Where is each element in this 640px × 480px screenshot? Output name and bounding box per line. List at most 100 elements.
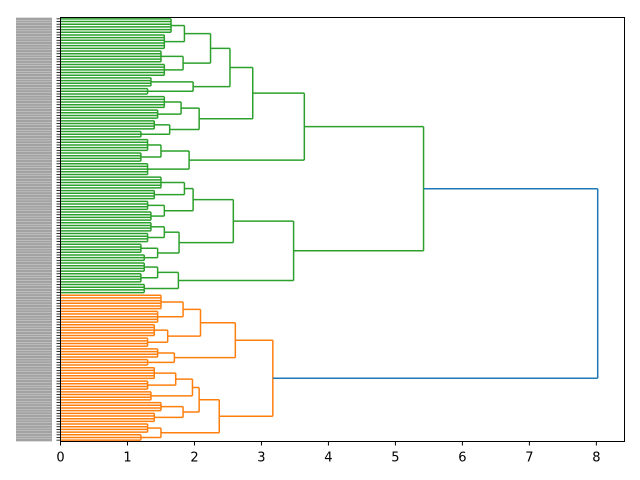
leaf-label	[16, 264, 52, 267]
leaf-label	[16, 237, 52, 241]
leaf-label	[16, 377, 52, 380]
leaf-label	[16, 31, 52, 34]
leaf-label	[16, 184, 52, 187]
leaf-label	[16, 269, 52, 273]
leaf-label	[16, 243, 52, 246]
leaf-label	[16, 192, 52, 195]
leaf-label	[16, 320, 52, 324]
leaf-label	[16, 205, 52, 208]
leaf-label	[16, 44, 52, 47]
leaf-label	[16, 425, 52, 428]
leaf-label	[16, 71, 52, 74]
leaf-label	[16, 127, 52, 131]
leaf-label	[16, 361, 52, 364]
leaf-label	[16, 167, 52, 171]
leaf-label-ticks	[16, 17, 61, 442]
leaf-label	[16, 157, 52, 160]
leaf-label	[16, 433, 52, 436]
leaf-label	[16, 331, 52, 335]
leaf-label	[16, 175, 52, 179]
leaf-label	[16, 358, 52, 361]
leaf-label	[16, 173, 52, 176]
leaf-label	[16, 226, 52, 230]
leaf-label	[16, 240, 52, 243]
leaf-label	[16, 304, 52, 308]
leaf-label	[16, 68, 52, 72]
leaf-label	[16, 162, 52, 165]
leaf-label	[16, 116, 52, 120]
leaf-label	[16, 197, 52, 200]
leaf-label	[16, 119, 52, 123]
leaf-label	[16, 336, 52, 340]
leaf-label	[16, 401, 52, 404]
leaf-label	[16, 261, 52, 265]
leaf-label	[16, 76, 52, 80]
leaf-label	[16, 248, 52, 251]
leaf-label	[16, 41, 52, 45]
leaf-label	[16, 291, 52, 294]
x-tick-label: 1	[123, 451, 131, 466]
leaf-label	[16, 87, 52, 90]
leaf-label	[16, 339, 52, 343]
leaf-label	[16, 345, 52, 348]
leaf-label	[16, 420, 52, 423]
x-tick-label: 5	[391, 451, 399, 466]
leaf-label	[16, 404, 52, 407]
leaf-label	[16, 353, 52, 356]
leaf-label	[16, 92, 52, 96]
leaf-label	[16, 387, 52, 391]
leaf-label	[16, 272, 52, 275]
leaf-label	[16, 189, 52, 192]
leaf-label	[16, 130, 52, 133]
plot-frame	[60, 17, 625, 442]
leaf-label	[16, 23, 52, 26]
leaf-label	[16, 178, 52, 182]
leaf-label	[16, 369, 52, 372]
leaf-label	[16, 275, 52, 278]
leaf-label	[16, 259, 52, 262]
leaf-label	[16, 55, 52, 58]
leaf-label	[16, 350, 52, 353]
leaf-label	[16, 39, 52, 42]
x-tick-label: 6	[458, 451, 466, 466]
leaf-label	[16, 310, 52, 313]
leaf-label	[16, 143, 52, 147]
leaf-label	[16, 235, 52, 238]
x-tick-label: 3	[257, 451, 265, 466]
leaf-label	[16, 186, 52, 190]
leaf-label	[16, 218, 52, 222]
leaf-label	[16, 334, 52, 337]
x-tick-label: 4	[324, 451, 332, 466]
leaf-label	[16, 20, 52, 23]
leaf-label	[16, 342, 52, 345]
leaf-label	[16, 396, 52, 399]
x-tick-label: 2	[190, 451, 198, 466]
leaf-label	[16, 417, 52, 420]
leaf-label	[16, 232, 52, 235]
leaf-label	[16, 390, 52, 394]
leaf-label	[16, 149, 52, 152]
leaf-label	[16, 202, 52, 206]
leaf-label	[16, 122, 52, 125]
leaf-label	[16, 82, 52, 85]
leaf-label	[16, 323, 52, 326]
leaf-label	[16, 221, 52, 224]
leaf-label	[16, 84, 52, 88]
leaf-label	[16, 288, 52, 292]
x-tick-label: 8	[592, 451, 600, 466]
leaf-label	[16, 146, 52, 149]
leaf-label	[16, 98, 52, 101]
leaf-label	[16, 33, 52, 37]
leaf-label	[16, 393, 52, 396]
leaf-label	[16, 422, 52, 426]
leaf-label	[16, 251, 52, 254]
leaf-label	[16, 347, 52, 351]
leaf-label	[16, 106, 52, 109]
leaf-label	[16, 213, 52, 216]
leaf-label	[16, 17, 52, 21]
leaf-label	[16, 285, 52, 289]
leaf-label	[16, 95, 52, 98]
leaf-label	[16, 406, 52, 410]
leaf-label	[16, 307, 52, 310]
leaf-label	[16, 28, 52, 31]
